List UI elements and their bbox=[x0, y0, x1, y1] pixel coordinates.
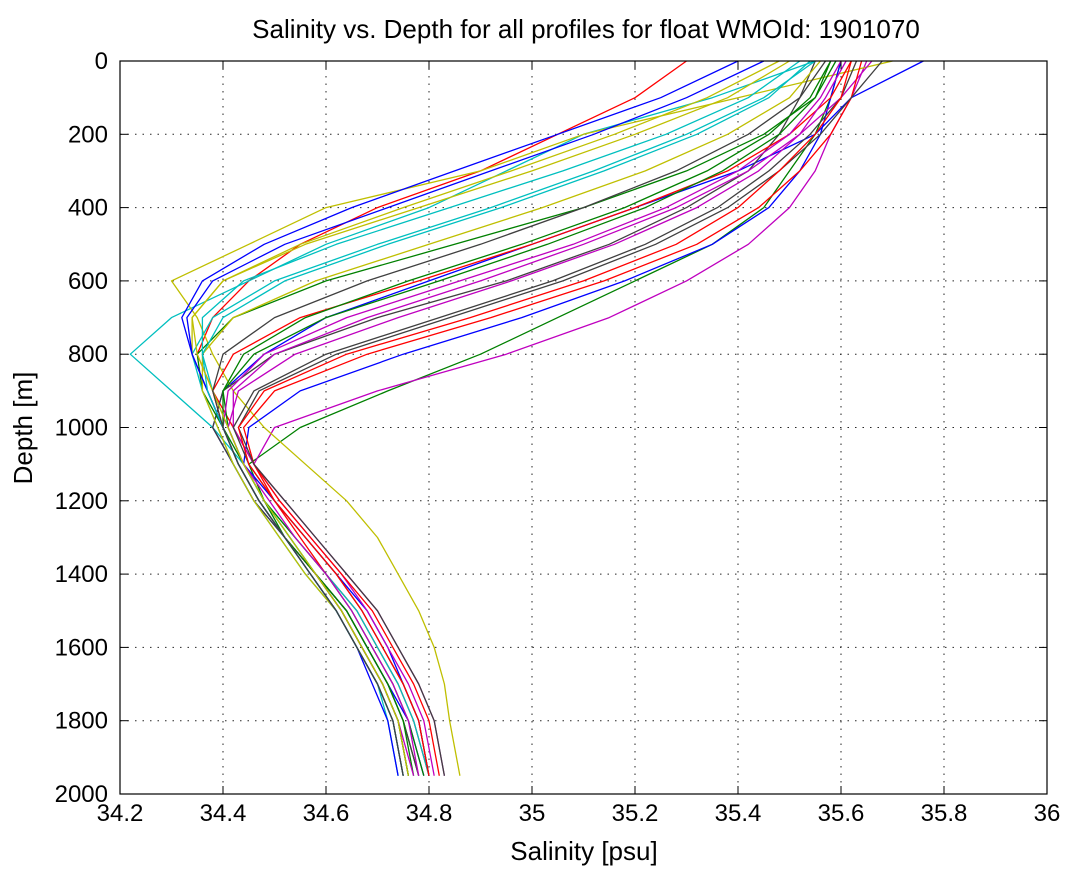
profile-line-6 bbox=[170, 60, 893, 776]
y-tick-label: 1800 bbox=[55, 708, 108, 735]
profile-line-18 bbox=[201, 60, 801, 776]
profile-line-13 bbox=[191, 60, 790, 776]
profile-line-14 bbox=[232, 60, 858, 776]
y-tick-label: 0 bbox=[95, 48, 108, 75]
chart-title: Salinity vs. Depth for all profiles for … bbox=[252, 14, 920, 44]
y-tick-labels: 0 200 400 600 800 1000 1200 1400 1600 1800 2000 bbox=[55, 48, 108, 808]
profile-line-25 bbox=[201, 60, 811, 776]
x-tick-label: 34.6 bbox=[303, 800, 350, 827]
x-axis-label: Salinity [psu] bbox=[510, 836, 657, 866]
y-tick-label: 1600 bbox=[55, 634, 108, 661]
x-tick-label: 36 bbox=[1034, 800, 1061, 827]
y-tick-label: 800 bbox=[68, 341, 108, 368]
x-tick-label: 34.2 bbox=[97, 800, 144, 827]
y-tick-label: 2000 bbox=[55, 781, 108, 808]
profile-line-9 bbox=[196, 60, 832, 776]
y-tick-label: 1000 bbox=[55, 415, 108, 442]
x-tick-label: 34.8 bbox=[406, 800, 453, 827]
profile-line-22 bbox=[186, 60, 765, 776]
x-tick-label: 35.4 bbox=[715, 800, 762, 827]
profile-lines bbox=[129, 60, 924, 776]
axis-ticks bbox=[119, 60, 1048, 795]
x-tick-label: 35 bbox=[519, 800, 546, 827]
profile-line-5 bbox=[253, 60, 868, 776]
profile-line-17 bbox=[242, 60, 863, 776]
x-tick-label: 35.6 bbox=[818, 800, 865, 827]
y-tick-label: 200 bbox=[68, 121, 108, 148]
profile-line-15 bbox=[181, 60, 739, 776]
grid-lines bbox=[120, 61, 1047, 794]
profile-line-24 bbox=[237, 60, 852, 776]
profile-line-26 bbox=[227, 60, 847, 776]
y-tick-label: 600 bbox=[68, 268, 108, 295]
profile-line-21 bbox=[237, 60, 883, 776]
profile-line-7 bbox=[212, 60, 816, 776]
profile-line-10 bbox=[212, 60, 852, 776]
profile-line-19 bbox=[222, 60, 842, 776]
x-tick-labels: 34.2 34.4 34.6 34.8 35 35.2 35.4 35.6 35.8 36 bbox=[97, 800, 1061, 827]
x-tick-label: 35.2 bbox=[612, 800, 659, 827]
profile-line-12 bbox=[232, 60, 873, 776]
profile-line-16 bbox=[222, 60, 832, 776]
y-tick-label: 1400 bbox=[55, 561, 108, 588]
y-tick-label: 1200 bbox=[55, 488, 108, 515]
profile-line-3 bbox=[196, 60, 687, 776]
profile-line-27 bbox=[191, 60, 780, 776]
y-axis-label: Depth [m] bbox=[8, 372, 38, 485]
profile-line-11 bbox=[191, 60, 816, 776]
x-tick-label: 34.4 bbox=[200, 800, 247, 827]
profile-line-28 bbox=[212, 60, 827, 776]
y-tick-label: 400 bbox=[68, 195, 108, 222]
x-tick-label: 35.8 bbox=[921, 800, 968, 827]
